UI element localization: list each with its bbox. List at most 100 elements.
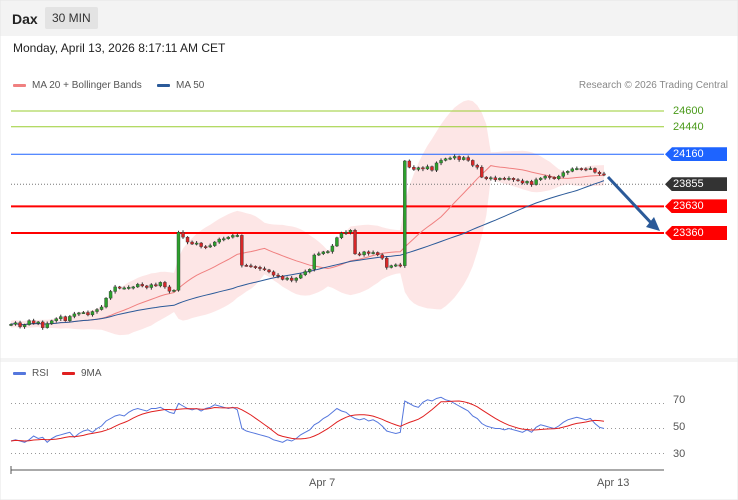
candle-body (362, 251, 366, 256)
candle-body (131, 286, 135, 289)
candle-body (235, 235, 240, 237)
candle-body (507, 178, 511, 180)
candle-body (475, 165, 479, 168)
candle-body (466, 157, 470, 161)
candle-body (27, 320, 31, 325)
ma20-line (10, 165, 605, 326)
ma50-swatch (157, 83, 170, 87)
candle-body (59, 316, 63, 319)
candle-body (430, 166, 434, 171)
candle-body (602, 173, 606, 176)
rsi-tick-50: 50 (673, 421, 686, 433)
candle-body (9, 324, 13, 326)
candle-body (240, 235, 244, 266)
candle-body (289, 277, 294, 281)
level-label-23855: 23855 (665, 177, 727, 192)
candle-body (81, 312, 86, 314)
candle-body (280, 275, 285, 280)
candle-body (412, 167, 416, 170)
candle-body (471, 160, 475, 166)
rsi-swatch (13, 371, 26, 375)
candle-body (54, 318, 58, 321)
candle-body (72, 313, 77, 317)
candle-body (326, 251, 330, 253)
candle-body (136, 284, 140, 288)
candle-body (516, 179, 520, 182)
candle-body (566, 171, 570, 173)
candle-body (149, 284, 154, 288)
chart-header-bar: Dax 30 MIN (0, 0, 738, 36)
rsi-tick-30: 30 (673, 448, 686, 460)
candle-body (371, 252, 375, 254)
candle-body (484, 176, 489, 179)
candle-body (50, 320, 54, 324)
candle-body (357, 253, 362, 256)
legend-ma20: MA 20 + Bollinger Bands (13, 80, 142, 91)
candle-body (538, 177, 543, 180)
candle-body (543, 176, 547, 179)
candle-body (547, 176, 552, 178)
level-label-23360: 23360 (665, 226, 727, 240)
candle-body (520, 180, 525, 184)
legend-rsi-ma-label: 9MA (81, 368, 102, 379)
legend-rsi: RSI (13, 368, 49, 379)
candle-body (448, 157, 452, 160)
candle-body (262, 268, 267, 271)
candle-body (36, 321, 40, 324)
candle-body (40, 321, 45, 328)
candle-body (145, 285, 149, 288)
candle-body (158, 282, 163, 287)
forecast-arrow-shaft (606, 175, 656, 228)
candle-body (190, 241, 194, 245)
symbol-label: Dax (12, 11, 38, 27)
candle-body (394, 264, 398, 267)
candle-body (172, 290, 176, 292)
ma20-swatch (13, 83, 26, 87)
candle-body (167, 286, 172, 292)
x-tick-apr7: Apr 7 (309, 477, 336, 489)
level-label-24160: 24160 (665, 147, 727, 162)
legend-ma50-label: MA 50 (176, 80, 205, 91)
candle-body (140, 284, 144, 287)
candle-body (312, 254, 316, 270)
candle-body (511, 178, 516, 180)
candle-body (203, 246, 208, 248)
candle-body (552, 177, 556, 179)
candle-body (452, 156, 457, 159)
candle-body (113, 286, 117, 292)
candle-body (344, 232, 348, 234)
timeframe-button[interactable]: 30 MIN (45, 7, 98, 29)
candle-body (271, 271, 276, 276)
candle-body (31, 320, 36, 324)
candle-body (575, 168, 579, 170)
candle-body (493, 177, 498, 180)
candle-body (185, 236, 190, 243)
candle-body (77, 312, 81, 315)
candle-body (584, 168, 588, 171)
candle-body (45, 323, 49, 328)
legend-ma50: MA 50 (157, 80, 204, 91)
candle-body (253, 266, 258, 268)
candle-body (321, 251, 326, 254)
candle-body (570, 168, 575, 172)
candle-body (375, 252, 380, 256)
candle-body (335, 237, 339, 247)
rsi-ma-swatch (62, 371, 75, 375)
candle-body (597, 171, 602, 175)
x-tick-apr13: Apr 13 (597, 477, 630, 489)
candle-body (502, 178, 507, 180)
candle-body (299, 274, 303, 279)
candle-body (108, 291, 113, 299)
candle-body (267, 269, 271, 273)
candle-body (217, 238, 221, 243)
ma50-line (10, 180, 605, 326)
rsi-tick-70: 70 (673, 394, 686, 406)
candle-body (525, 181, 529, 184)
candle-body (498, 178, 502, 180)
candle-body (480, 167, 484, 178)
chart-datetime: Monday, April 13, 2026 8:17:11 AM CET (13, 41, 226, 55)
candle-body (117, 286, 122, 289)
candle-body (244, 265, 249, 267)
candle-body (407, 160, 412, 168)
candle-body (557, 176, 561, 179)
